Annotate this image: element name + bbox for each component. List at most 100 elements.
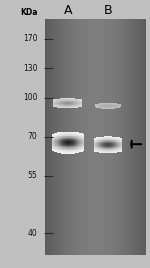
Bar [69, 107, 70, 108]
Bar [80, 142, 81, 143]
Bar [83, 148, 84, 149]
Bar [106, 108, 107, 109]
Bar [70, 139, 71, 140]
Bar [113, 147, 114, 148]
Bar [76, 144, 77, 145]
Bar [74, 144, 75, 145]
Bar [113, 141, 114, 142]
Bar [59, 137, 60, 138]
Bar [104, 152, 105, 153]
Bar [75, 137, 76, 138]
Bar [77, 102, 78, 103]
Bar [95, 150, 96, 151]
Bar [81, 104, 82, 105]
Bar [105, 152, 106, 153]
Bar [114, 106, 115, 107]
Bar [77, 103, 78, 104]
Bar [72, 105, 73, 106]
Bar [96, 145, 97, 146]
Bar [107, 143, 108, 144]
Bar [72, 144, 73, 145]
Bar [97, 150, 98, 151]
Bar [64, 105, 65, 106]
Bar [62, 141, 63, 142]
Bar [74, 153, 75, 154]
Bar [97, 139, 98, 140]
Bar [107, 103, 108, 104]
Bar [79, 134, 80, 135]
Bar [83, 143, 84, 144]
Bar [53, 142, 54, 143]
Bar [102, 106, 103, 107]
Bar [79, 143, 80, 144]
Bar [119, 149, 120, 150]
Bar [58, 106, 59, 107]
Bar [103, 147, 104, 148]
Bar [111, 150, 112, 151]
Bar [118, 107, 119, 108]
Bar [71, 140, 72, 141]
Bar [99, 106, 100, 107]
Bar [67, 134, 68, 135]
Bar [70, 107, 71, 108]
Bar [74, 145, 75, 146]
Bar [65, 148, 66, 149]
Bar [64, 106, 65, 107]
Bar [101, 144, 102, 145]
Bar [115, 137, 116, 138]
Bar [58, 135, 59, 136]
Bar [110, 105, 111, 106]
Bar [114, 107, 115, 108]
Bar [61, 145, 62, 146]
Bar [65, 104, 66, 105]
Bar [104, 139, 105, 140]
Bar [78, 136, 79, 137]
Bar [113, 139, 114, 140]
Bar [60, 148, 61, 149]
Bar [67, 151, 68, 152]
Bar [60, 103, 61, 104]
Bar [104, 144, 105, 145]
Bar [57, 133, 58, 134]
Bar [78, 134, 79, 135]
Bar [55, 105, 56, 106]
Bar [65, 145, 66, 146]
Bar [64, 141, 65, 142]
Bar [96, 106, 97, 107]
Bar [73, 104, 74, 105]
Bar [106, 142, 107, 143]
Bar [69, 153, 70, 154]
Bar [80, 139, 81, 140]
Bar [72, 142, 73, 143]
Bar [107, 142, 108, 143]
Bar [71, 133, 72, 134]
Bar [71, 147, 72, 148]
Bar [109, 104, 110, 105]
Bar [58, 146, 59, 147]
Bar [69, 103, 70, 104]
Bar [59, 148, 60, 149]
Bar [116, 143, 117, 144]
Bar [103, 150, 104, 151]
Bar [96, 137, 97, 138]
Bar [119, 151, 120, 152]
Bar [74, 135, 75, 136]
Bar [122, 139, 123, 140]
Bar [65, 139, 66, 140]
Bar [78, 99, 79, 100]
Bar [109, 103, 110, 104]
Bar [76, 138, 77, 139]
Bar [81, 141, 82, 142]
Bar [78, 140, 79, 141]
Bar [66, 151, 67, 152]
Bar [115, 148, 116, 149]
Bar [64, 144, 65, 145]
Bar [70, 102, 71, 103]
Bar [52, 146, 53, 147]
Bar [80, 134, 81, 135]
Bar [68, 136, 69, 137]
Bar [108, 140, 109, 141]
Bar [76, 141, 77, 142]
Bar [77, 133, 78, 134]
Bar [63, 143, 64, 144]
